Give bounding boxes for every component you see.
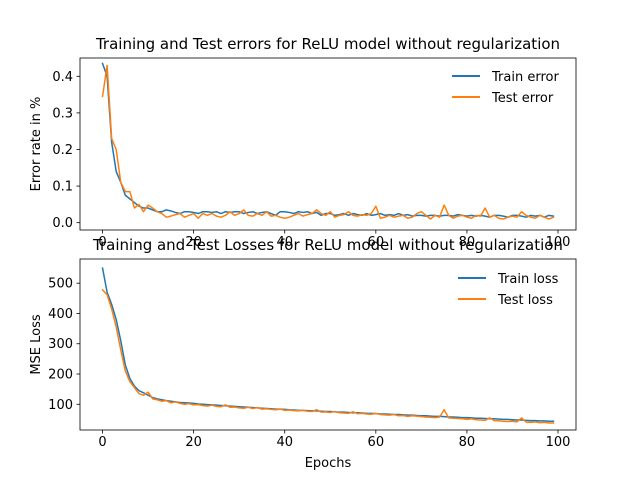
- x-axis-label: Epochs: [305, 456, 352, 471]
- x-tick-label: 100: [546, 435, 571, 450]
- legend-label: Test error: [491, 91, 554, 106]
- errors-chart: 0 20 40 60 80 100 0.0 0.1 0.2 0.3 0.4 Training and …: [29, 35, 577, 250]
- series-line-train-error: [101, 62, 555, 218]
- x-tick-label: 0: [98, 235, 106, 250]
- legend-label: Train loss: [497, 272, 559, 287]
- chart-title: Training and Test Losses for ReLU model …: [92, 236, 563, 254]
- legend-label: Train error: [491, 70, 559, 85]
- y-tick-label: 300: [48, 337, 73, 352]
- x-tick-label: 0: [98, 435, 106, 450]
- y-tick-label: 0.4: [52, 70, 73, 85]
- plot-frame: [79, 258, 577, 431]
- y-tick-label: 0.0: [52, 216, 73, 231]
- x-tick-label: 60: [368, 235, 385, 250]
- x-tick-label: 20: [185, 435, 202, 450]
- y-axis-label: MSE Loss: [29, 314, 44, 375]
- series-line-test-error: [101, 64, 555, 220]
- x-tick-label: 80: [459, 435, 476, 450]
- x-tick-label: 20: [185, 235, 202, 250]
- y-tick-label: 0.2: [52, 143, 73, 158]
- x-tick-label: 100: [546, 235, 571, 250]
- series-line-test-loss: [101, 288, 555, 424]
- y-tick-label: 0.1: [52, 180, 73, 195]
- x-tick-label: 40: [276, 435, 293, 450]
- series-line-train-loss: [101, 267, 555, 422]
- x-tick-label: 60: [368, 435, 385, 450]
- x-tick-label: 80: [459, 235, 476, 250]
- plot-frame: [79, 57, 577, 231]
- legend-label: Test loss: [497, 293, 553, 308]
- y-tick-label: 400: [48, 307, 73, 322]
- y-tick-label: 500: [48, 277, 73, 292]
- y-axis-label: Error rate in %: [29, 97, 44, 192]
- chart-title: Training and Test errors for ReLU model …: [95, 35, 560, 53]
- y-tick-label: 200: [48, 368, 73, 383]
- x-tick-label: 40: [276, 235, 293, 250]
- y-tick-label: 0.3: [52, 106, 73, 121]
- y-tick-label: 100: [48, 398, 73, 413]
